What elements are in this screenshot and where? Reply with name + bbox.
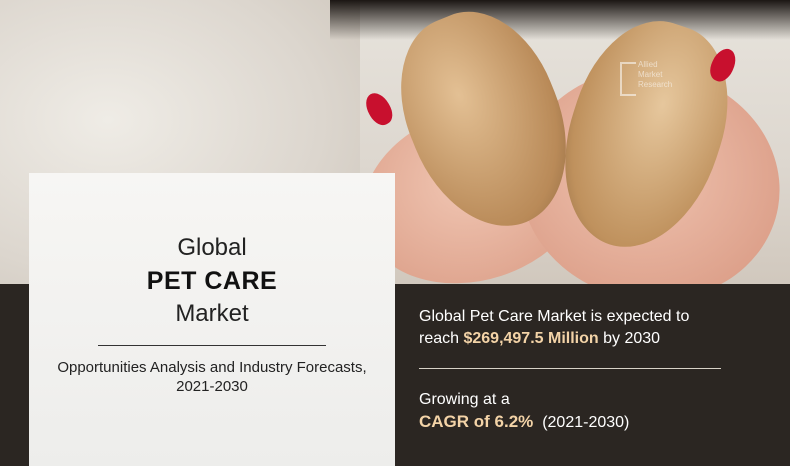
- title-panel: [29, 173, 395, 466]
- cagr-value: CAGR of 6.2%: [419, 412, 534, 431]
- statement-line: reach $269,497.5 Million by 2030: [419, 328, 759, 350]
- photo-shadow: [330, 0, 790, 40]
- stats-divider: [419, 368, 721, 369]
- subtitle-line: Opportunities Analysis and Industry Fore…: [57, 359, 367, 376]
- painted-nail: [360, 88, 398, 130]
- title-market: Market: [175, 300, 249, 327]
- logo-text-line: Market: [638, 70, 663, 79]
- title-pet-care: PET CARE: [146, 267, 278, 295]
- subtitle-years: 2021-2030: [176, 378, 248, 395]
- logo-bracket-icon: [620, 62, 636, 96]
- statement-line: Global Pet Care Market is expected to: [419, 308, 690, 325]
- title-global: Global: [177, 234, 247, 261]
- market-value: $269,497.5 Million: [463, 330, 599, 347]
- statement-suffix: by 2030: [598, 330, 661, 347]
- cagr-statement: Growing at a CAGR of 6.2% (2021-2030): [419, 389, 759, 434]
- market-value-statement: Global Pet Care Market is expected to re…: [419, 306, 759, 350]
- statement-prefix: reach: [419, 330, 464, 347]
- allied-market-research-logo: Allied Market Research: [620, 58, 692, 96]
- cagr-line: CAGR of 6.2% (2021-2030): [419, 411, 759, 434]
- report-subtitle: Opportunities Analysis and Industry Fore…: [29, 358, 395, 396]
- logo-text-line: Research: [638, 80, 673, 89]
- cagr-period: (2021-2030): [542, 414, 630, 431]
- title-divider: [98, 345, 326, 346]
- logo-text-line: Allied: [638, 60, 658, 69]
- growing-label: Growing at a: [419, 391, 510, 408]
